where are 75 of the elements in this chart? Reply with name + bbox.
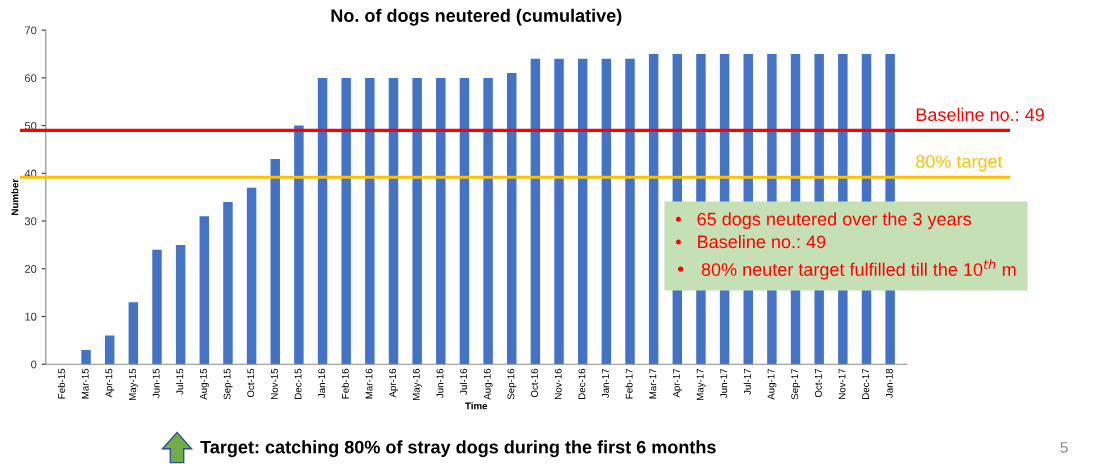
bar <box>601 58 612 365</box>
ref-line-label: 80% target <box>916 155 1003 172</box>
y-tick-label: 60 <box>25 74 37 83</box>
y-axis-title: Number <box>11 178 19 215</box>
x-tick-label: Apr-16 <box>389 368 399 398</box>
x-tick-label: Nov-16 <box>554 368 562 399</box>
bar <box>436 77 446 365</box>
x-tick-label: Dec-17 <box>862 368 870 399</box>
bar <box>459 77 470 365</box>
y-tick-label: 70 <box>25 26 37 35</box>
bar <box>175 244 186 365</box>
x-tick-label: Jan-17 <box>602 368 609 398</box>
x-tick-label: Sep-15 <box>223 368 233 400</box>
bar <box>199 216 210 365</box>
x-tick-label: May-17 <box>696 368 706 401</box>
ref-line-label: Baseline no.: 49 <box>916 107 1044 122</box>
bar <box>412 77 422 365</box>
x-tick-label: Dec-15 <box>294 368 302 399</box>
bar <box>507 73 517 365</box>
x-tick-label: Oct-17 <box>814 368 822 398</box>
x-tick-label: Aug-17 <box>767 368 777 400</box>
bar <box>648 54 659 365</box>
bar <box>81 349 91 365</box>
bar <box>388 77 399 365</box>
x-tick-label: Jan-16 <box>318 368 326 398</box>
bar <box>246 187 257 365</box>
x-tick-label: Sep-17 <box>791 368 801 400</box>
x-tick-label: Nov-15 <box>271 368 278 399</box>
x-tick-label: Aug-15 <box>200 368 209 400</box>
x-tick-label: Mar-16 <box>365 368 373 399</box>
bar <box>341 77 351 365</box>
chart-title: No. of dogs neutered (cumulative) <box>331 8 622 26</box>
bar <box>152 249 162 365</box>
bar <box>577 58 588 365</box>
bar <box>554 58 564 365</box>
x-tick-label: Oct-16 <box>531 368 538 398</box>
bar <box>223 201 233 365</box>
y-tick-label: 20 <box>25 265 37 273</box>
x-tick-label: Jul-17 <box>743 368 751 395</box>
x-tick-label: Jun-15 <box>152 368 160 398</box>
x-tick-label: Feb-16 <box>341 368 349 399</box>
y-tick-label: 30 <box>24 217 37 226</box>
x-tick-label: Apr-15 <box>105 368 115 398</box>
x-tick-label: Aug-16 <box>483 368 493 400</box>
bar <box>530 58 541 365</box>
bar <box>483 77 493 365</box>
bar <box>270 159 280 365</box>
x-tick-label: Nov-17 <box>838 368 846 399</box>
x-tick-label: Jan-18 <box>885 368 893 398</box>
bar <box>317 77 328 365</box>
x-tick-label: May-15 <box>129 368 138 401</box>
text: Target: catching 80% of stray dogs during the first 6 months <box>200 440 716 458</box>
x-tick-label: Jul-16 <box>459 368 468 395</box>
bar <box>294 125 304 365</box>
x-tick-label: Feb-15 <box>57 368 65 399</box>
x-axis-title: Time <box>465 402 488 410</box>
x-tick-label: Jun-17 <box>720 368 728 398</box>
bar <box>128 302 139 365</box>
x-tick-label: Dec-16 <box>578 368 586 399</box>
bar <box>625 58 635 365</box>
y-tick-label: 0 <box>31 360 37 369</box>
x-tick-label: Mar-17 <box>649 368 657 399</box>
x-tick-label: Jun-16 <box>436 368 444 398</box>
x-tick-label: Feb-17 <box>625 368 633 399</box>
text: 5 <box>1060 442 1068 453</box>
bar <box>104 335 115 365</box>
x-tick-label: Jul-15 <box>176 368 184 395</box>
x-tick-label: Mar-15 <box>81 368 89 399</box>
x-tick-label: Oct-15 <box>247 368 255 398</box>
bar <box>365 77 375 365</box>
x-tick-label: Apr-17 <box>673 368 682 398</box>
x-tick-label: May-16 <box>412 368 422 401</box>
x-tick-label: Sep-16 <box>507 368 517 400</box>
annotation: • 65 dogs neutered over the 3 years • Baseline no.: 49 • 80% neuter target fulfilled till the 10$^{th}$ m <box>675 212 1016 280</box>
y-tick-label: 10 <box>25 312 37 321</box>
